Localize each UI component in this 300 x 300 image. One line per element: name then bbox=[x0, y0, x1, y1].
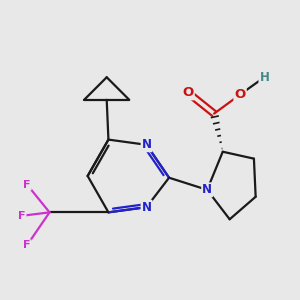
Text: F: F bbox=[23, 180, 31, 190]
Text: F: F bbox=[23, 240, 31, 250]
Text: F: F bbox=[18, 211, 26, 221]
Text: N: N bbox=[202, 183, 212, 196]
Text: O: O bbox=[234, 88, 246, 101]
Text: O: O bbox=[182, 86, 194, 99]
Text: N: N bbox=[142, 201, 152, 214]
Text: H: H bbox=[260, 71, 269, 84]
Text: N: N bbox=[142, 138, 152, 151]
